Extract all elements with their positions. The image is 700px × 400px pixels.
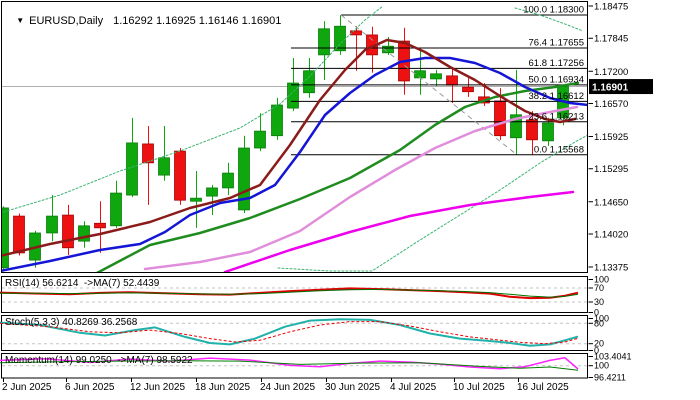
svg-text:1.16901: 1.16901 bbox=[592, 83, 629, 94]
band-upper-right-line bbox=[514, 7, 584, 32]
svg-text:0: 0 bbox=[594, 308, 599, 318]
svg-text:1.17845: 1.17845 bbox=[594, 34, 628, 45]
svg-text:10 Jul 2025: 10 Jul 2025 bbox=[453, 382, 505, 393]
svg-text:100: 100 bbox=[594, 275, 609, 285]
pane-border-2 bbox=[1, 315, 588, 351]
price-axis: 1.18475 1.17845 1.17200 1.16570 1.15925 1.152… bbox=[588, 2, 628, 274]
svg-text:0: 0 bbox=[594, 346, 599, 356]
svg-text:2 Jun 2025: 2 Jun 2025 bbox=[2, 382, 52, 393]
svg-text:1.16570: 1.16570 bbox=[594, 99, 628, 110]
band-upper-left-line bbox=[2, 5, 384, 213]
momentum-indicator-label: Momentum(14) 99.0250 ->MA(7) 98.5922 bbox=[5, 355, 193, 366]
svg-text:100: 100 bbox=[594, 314, 609, 324]
svg-text:18 Jun 2025: 18 Jun 2025 bbox=[195, 382, 250, 393]
ma-darkred-line bbox=[2, 38, 577, 257]
fib-trendline[interactable] bbox=[340, 14, 518, 156]
fib-label: 0.0 1.15568 bbox=[534, 144, 584, 155]
svg-text:30: 30 bbox=[594, 297, 604, 307]
ma-violet-line bbox=[143, 105, 579, 271]
svg-text:1.15925: 1.15925 bbox=[594, 132, 628, 143]
fib-label: 76.4 1.17655 bbox=[529, 37, 584, 48]
chart-title: ▼ EURUSD,Daily 1.16292 1.16925 1.16146 1.1… bbox=[4, 3, 281, 39]
fib-label: 50.0 1.16934 bbox=[529, 74, 584, 85]
rsi-indicator-label: RSI(14) 56.6214 ->MA(7) 52.4439 bbox=[5, 278, 160, 289]
rsi-signal-line bbox=[0, 288, 579, 298]
fib-label: 38.2 1.16612 bbox=[529, 91, 584, 102]
svg-text:80: 80 bbox=[594, 318, 604, 328]
svg-text:1.14020: 1.14020 bbox=[594, 229, 628, 240]
band-lower-line bbox=[277, 134, 587, 272]
svg-text:12 Jun 2025: 12 Jun 2025 bbox=[130, 382, 185, 393]
time-axis: 2 Jun 2025 6 Jun 2025 12 Jun 2025 18 Jun 20… bbox=[2, 378, 569, 393]
svg-text:16 Jul 2025: 16 Jul 2025 bbox=[517, 382, 569, 393]
svg-text:100: 100 bbox=[594, 361, 609, 371]
dropdown-arrow-icon[interactable]: ▼ bbox=[16, 16, 25, 25]
fib-label: 100.0 1.18300 bbox=[523, 4, 584, 15]
svg-text:20: 20 bbox=[594, 339, 604, 349]
current-price-badge: 1.16901 bbox=[589, 79, 653, 95]
stoch-signal-line bbox=[0, 321, 579, 345]
svg-text:24 Jun 2025: 24 Jun 2025 bbox=[260, 382, 315, 393]
ohlc-values: 1.16292 1.16925 1.16146 1.16901 bbox=[113, 15, 282, 27]
svg-text:30 Jun 2025: 30 Jun 2025 bbox=[325, 382, 380, 393]
svg-text:103.4041: 103.4041 bbox=[594, 352, 632, 362]
svg-text:1.14650: 1.14650 bbox=[594, 197, 628, 208]
fib-label: 23.6 1.16213 bbox=[529, 111, 584, 122]
svg-text:1.17200: 1.17200 bbox=[594, 67, 628, 78]
momentum-signal-line bbox=[0, 360, 579, 371]
symbol-period-label: EURUSD,Daily bbox=[29, 15, 104, 27]
svg-text:1.15295: 1.15295 bbox=[594, 164, 628, 175]
svg-text:96.4211: 96.4211 bbox=[594, 373, 626, 383]
svg-text:1.13375: 1.13375 bbox=[594, 263, 628, 274]
ma-green-line bbox=[96, 81, 580, 272]
stoch-indicator-label: Stoch(5,3,3) 40.8269 36.2568 bbox=[5, 317, 138, 328]
svg-text:1.18475: 1.18475 bbox=[594, 2, 628, 13]
svg-text:70: 70 bbox=[594, 283, 604, 293]
fib-label: 61.8 1.17256 bbox=[529, 58, 584, 69]
rsi-main-line bbox=[0, 287, 579, 300]
ma-blue-line bbox=[2, 56, 587, 272]
svg-text:6 Jun 2025: 6 Jun 2025 bbox=[65, 382, 115, 393]
main-plot[interactable] bbox=[0, 5, 588, 274]
svg-text:4 Jul 2025: 4 Jul 2025 bbox=[390, 382, 437, 393]
ma-magenta-line bbox=[223, 190, 575, 272]
